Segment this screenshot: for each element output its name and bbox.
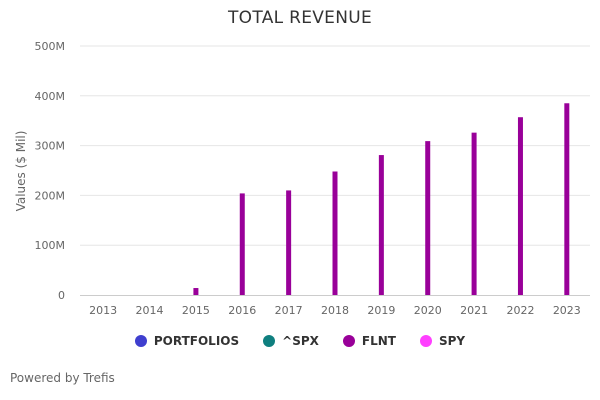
y-tick-label: 0	[58, 289, 65, 302]
legend-swatch-icon	[342, 335, 355, 347]
bar-flnt-2020[interactable]	[425, 141, 431, 295]
x-tick-label: 2020	[414, 304, 442, 317]
bar-flnt-2016[interactable]	[239, 193, 245, 295]
bar-flnt-2023[interactable]	[564, 103, 570, 296]
legend-swatch-icon	[263, 335, 276, 347]
bar-flnt-2015[interactable]	[193, 288, 199, 295]
legend-item-flnt[interactable]: FLNT	[342, 334, 396, 348]
y-tick-label: 100M	[35, 239, 66, 252]
y-axis-ticks: 0 100M 200M 300M 400M 500M	[35, 40, 66, 302]
x-tick-label: 2023	[553, 304, 581, 317]
x-axis-ticks: 2013 2014 2015 2016 2017 2018 2019 2020 2021 2022…	[89, 304, 581, 317]
bar-flnt-2018[interactable]	[332, 171, 338, 295]
bars	[193, 103, 570, 296]
y-tick-label: 300M	[35, 140, 66, 153]
legend-item-portfolios[interactable]: PORTFOLIOS	[134, 334, 240, 348]
legend-label: ^SPX	[282, 334, 319, 348]
y-tick-label: 400M	[35, 90, 66, 103]
x-tick-label: 2015	[182, 304, 210, 317]
bar-flnt-2021[interactable]	[471, 132, 477, 295]
x-tick-label: 2017	[275, 304, 303, 317]
legend: PORTFOLIOS ^SPX FLNT SPY	[0, 334, 600, 348]
y-tick-label: 200M	[35, 189, 66, 202]
legend-label: PORTFOLIOS	[153, 334, 240, 348]
x-tick-label: 2019	[367, 304, 395, 317]
legend-item-spy[interactable]: SPY	[419, 334, 466, 348]
x-tick-label: 2021	[460, 304, 488, 317]
x-tick-label: 2016	[228, 304, 256, 317]
legend-label: FLNT	[361, 334, 396, 348]
bar-flnt-2019[interactable]	[378, 155, 384, 295]
legend-item-spx[interactable]: ^SPX	[263, 334, 319, 348]
x-tick-label: 2014	[136, 304, 164, 317]
legend-swatch-icon	[134, 335, 147, 347]
x-tick-label: 2022	[506, 304, 534, 317]
x-tick-label: 2013	[89, 304, 117, 317]
powered-by-credit: Powered by Trefis	[10, 371, 115, 385]
x-tick-label: 2018	[321, 304, 349, 317]
bar-flnt-2022[interactable]	[517, 117, 523, 296]
y-axis-label: Values ($ Mil)	[14, 131, 28, 212]
y-tick-label: 500M	[35, 40, 66, 53]
legend-label: SPY	[438, 334, 466, 348]
bar-flnt-2017[interactable]	[286, 190, 292, 295]
chart-title: TOTAL REVENUE	[227, 8, 373, 28]
legend-swatch-icon	[419, 335, 432, 347]
